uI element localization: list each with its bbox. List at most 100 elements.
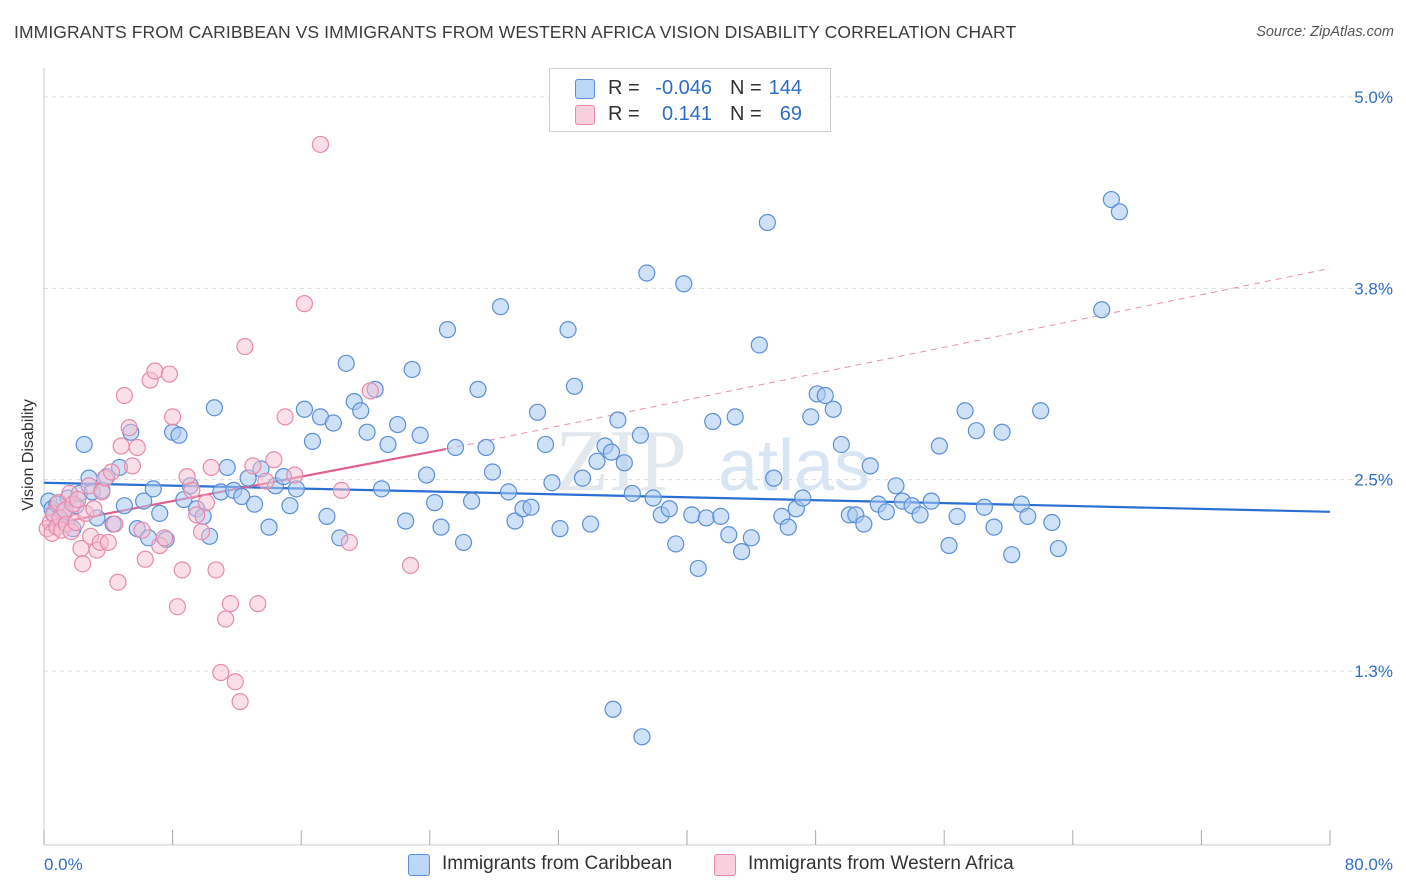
data-point-western-africa (212, 663, 230, 682)
axes (43, 68, 1331, 846)
y-tick-label: 2.5% (1354, 471, 1393, 490)
data-point-caribbean (816, 386, 834, 405)
legend-n-value: 144 (768, 77, 802, 99)
legend-r-label: R = (608, 103, 640, 125)
data-point-caribbean (528, 403, 547, 421)
data-point-western-africa (286, 466, 304, 484)
data-point-caribbean (260, 518, 278, 536)
data-point-caribbean (1093, 301, 1111, 319)
data-point-western-africa (106, 515, 124, 533)
data-point-caribbean (397, 512, 415, 530)
data-point-caribbean (638, 264, 656, 282)
data-point-caribbean (491, 298, 510, 316)
data-point-western-africa (197, 494, 215, 512)
trend-line-western-africa-dashed (445, 267, 1331, 450)
trend-line-caribbean (43, 481, 1331, 513)
legend-n-label: N = (730, 77, 762, 99)
data-point-caribbean (832, 435, 850, 454)
data-point-caribbean (985, 518, 1003, 536)
data-point-western-africa (401, 556, 420, 574)
data-point-caribbean (697, 509, 715, 527)
legend-label-western-africa: Immigrants from Western Africa (748, 853, 1014, 874)
data-point-caribbean (644, 489, 662, 507)
x-tick-label-min: 0.0% (44, 855, 83, 874)
data-point-western-africa (160, 365, 178, 383)
legend-r-value: 0.141 (661, 103, 712, 125)
data-point-caribbean (75, 435, 93, 454)
data-point-caribbean (432, 518, 450, 536)
data-point-western-africa (361, 382, 379, 400)
data-point-caribbean (352, 402, 370, 420)
data-point-caribbean (379, 435, 397, 454)
data-point-western-africa (168, 598, 187, 616)
data-point-caribbean (689, 559, 707, 578)
correlation-legend: R = -0.046 N = 144 R = 0.141 N = 69 (549, 68, 831, 132)
data-point-western-africa (102, 463, 121, 481)
legend-row-western-africa: R = 0.141 N = 69 (550, 101, 830, 127)
y-axis-label: Vision Disability (20, 399, 37, 511)
data-point-caribbean (462, 492, 481, 510)
data-point-caribbean (115, 497, 133, 515)
source-label: Source: ZipAtlas.com (1256, 24, 1394, 40)
data-point-caribbean (726, 408, 744, 426)
data-point-caribbean (602, 443, 621, 461)
data-point-caribbean (551, 520, 569, 538)
legend-n-label: N = (730, 103, 762, 125)
data-point-western-africa (85, 500, 103, 518)
data-point-caribbean (765, 469, 783, 487)
data-point-western-africa (155, 529, 174, 547)
data-point-caribbean (675, 275, 693, 293)
data-point-caribbean (604, 700, 622, 718)
data-point-caribbean (543, 474, 561, 492)
data-point-caribbean (446, 438, 465, 457)
data-point-caribbean (993, 423, 1011, 441)
data-point-caribbean (135, 492, 153, 510)
data-point-caribbean (615, 454, 633, 472)
data-point-caribbean (975, 498, 993, 516)
data-point-caribbean (426, 494, 444, 512)
data-point-caribbean (454, 533, 473, 552)
data-point-caribbean (417, 466, 436, 484)
data-point-caribbean (733, 543, 751, 561)
x-tick-label-max: 80.0% (1345, 855, 1393, 874)
data-point-caribbean (303, 432, 322, 450)
y-tick-label: 1.3% (1354, 662, 1393, 681)
data-point-caribbean (967, 422, 985, 440)
data-point-western-africa (136, 550, 154, 568)
data-point-caribbean (372, 480, 391, 498)
data-point-caribbean (1003, 546, 1021, 564)
data-point-caribbean (337, 354, 355, 372)
data-point-western-africa (123, 457, 142, 475)
trend-line-western-africa (43, 267, 1331, 527)
data-point-western-africa (217, 610, 235, 628)
data-point-caribbean (403, 360, 421, 379)
data-point-caribbean (683, 506, 701, 524)
data-point-caribbean (633, 728, 651, 746)
data-point-caribbean (758, 213, 776, 232)
data-point-caribbean (559, 321, 577, 339)
data-point-caribbean (704, 412, 722, 431)
legend-swatch-western-africa (714, 854, 736, 876)
data-point-caribbean (318, 507, 336, 526)
data-point-western-africa (236, 337, 254, 356)
data-point-caribbean (218, 458, 236, 477)
data-point-western-africa (226, 673, 244, 691)
legend-r-value: -0.046 (655, 77, 712, 99)
data-point-western-africa (188, 506, 206, 524)
data-point-caribbean (667, 535, 685, 553)
data-point-caribbean (631, 426, 649, 444)
legend-swatch-western-africa (575, 105, 595, 125)
data-point-caribbean (948, 507, 966, 526)
data-point-caribbean (930, 437, 948, 455)
y-tick-label: 3.8% (1354, 279, 1393, 298)
data-point-caribbean (469, 380, 487, 398)
data-point-caribbean (750, 336, 768, 354)
data-point-caribbean (1032, 402, 1050, 420)
data-point-caribbean (609, 411, 627, 429)
data-point-western-africa (99, 533, 117, 552)
data-point-western-africa (73, 555, 92, 573)
data-point-western-africa (202, 458, 220, 477)
data-point-western-africa (295, 295, 314, 313)
data-point-caribbean (861, 457, 879, 475)
data-point-caribbean (779, 518, 797, 536)
